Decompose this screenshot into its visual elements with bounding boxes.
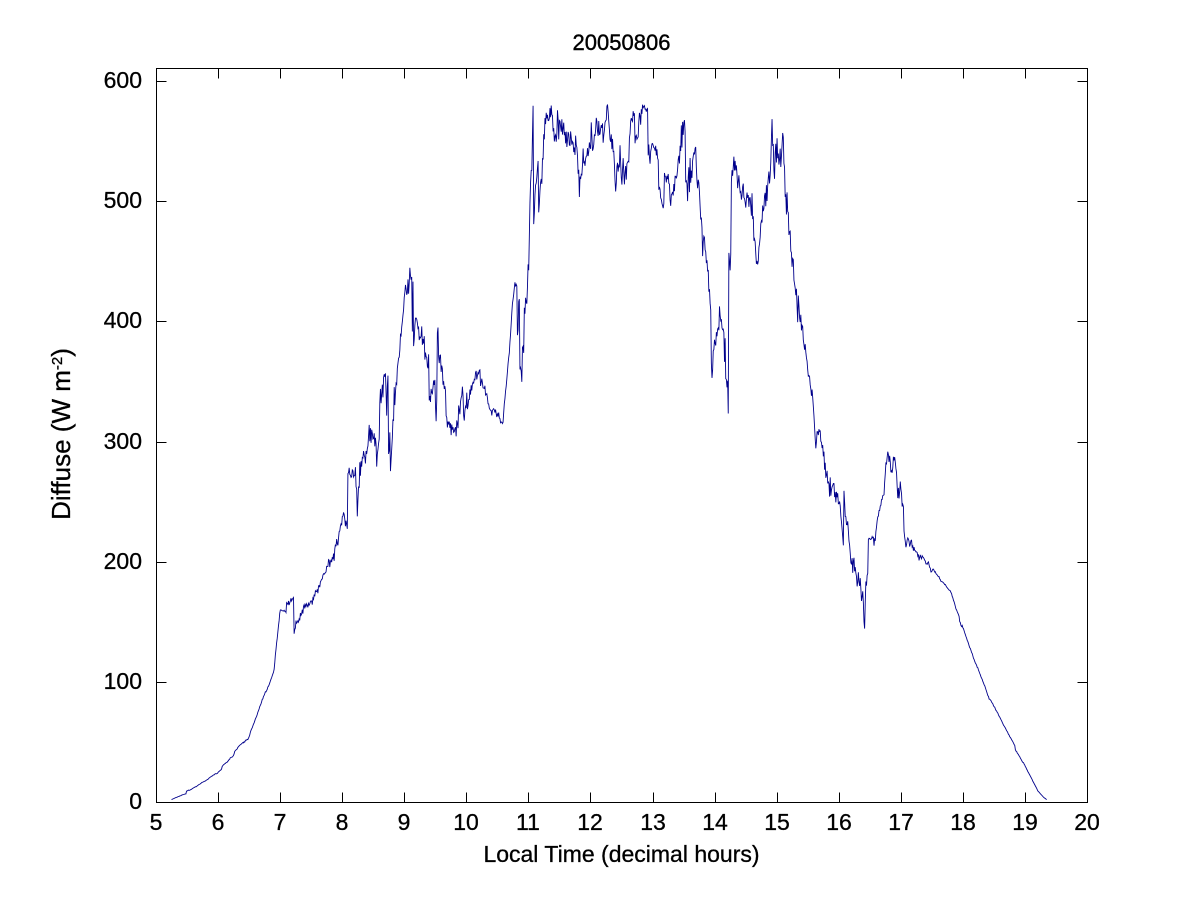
svg-text:19: 19 (1012, 809, 1038, 835)
svg-text:600: 600 (104, 67, 142, 93)
svg-text:20050806: 20050806 (573, 30, 671, 55)
svg-text:5: 5 (150, 809, 163, 835)
svg-text:15: 15 (764, 809, 790, 835)
svg-text:7: 7 (274, 809, 287, 835)
svg-text:16: 16 (826, 809, 852, 835)
svg-text:9: 9 (398, 809, 411, 835)
svg-text:12: 12 (577, 809, 603, 835)
svg-text:6: 6 (212, 809, 225, 835)
svg-text:10: 10 (453, 809, 479, 835)
svg-text:17: 17 (888, 809, 914, 835)
svg-text:200: 200 (104, 548, 142, 574)
svg-text:500: 500 (104, 187, 142, 213)
svg-text:Local Time (decimal hours): Local Time (decimal hours) (483, 841, 759, 867)
svg-text:8: 8 (336, 809, 349, 835)
svg-text:20: 20 (1074, 809, 1100, 835)
svg-text:100: 100 (104, 668, 142, 694)
svg-text:400: 400 (104, 307, 142, 333)
svg-text:Diffuse (W m-2): Diffuse (W m-2) (46, 348, 76, 520)
svg-text:18: 18 (950, 809, 976, 835)
svg-text:11: 11 (516, 809, 540, 835)
svg-text:14: 14 (702, 809, 728, 835)
svg-text:0: 0 (129, 788, 142, 814)
svg-text:13: 13 (640, 809, 666, 835)
svg-text:300: 300 (104, 428, 142, 454)
